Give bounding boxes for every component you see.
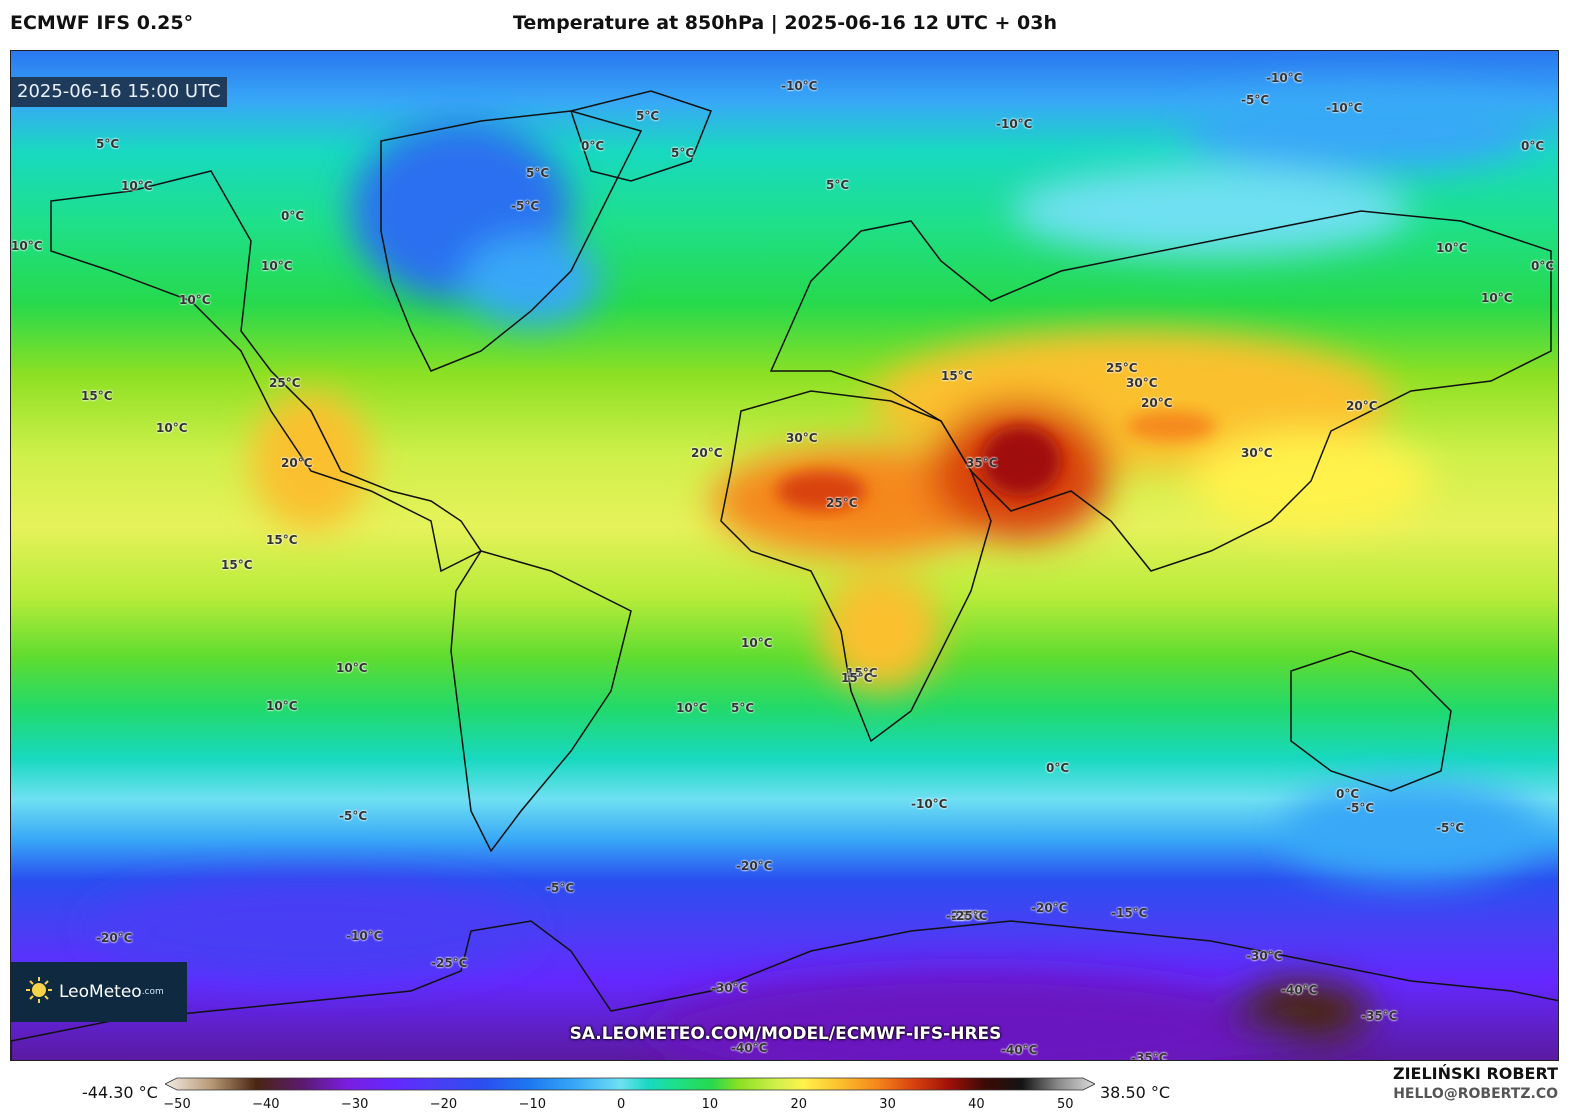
contour-label: 20°C — [1346, 399, 1378, 413]
contour-label: 10°C — [336, 661, 368, 675]
valid-time-badge: 2025-06-16 15:00 UTC — [11, 77, 227, 107]
temperature-map[interactable]: 2025-06-16 15:00 UTC -10°C -10°C -10°C -10°… — [10, 50, 1559, 1061]
contour-label: 10°C — [266, 699, 298, 713]
contour-label: 15°C — [81, 389, 113, 403]
colorbar-tick-label: −50 — [163, 1097, 191, 1112]
contour-label: 10°C — [156, 421, 188, 435]
contour-label: -5°C — [511, 199, 540, 213]
contour-label: 15°C — [841, 671, 873, 685]
contour-label: -35°C — [1131, 1051, 1168, 1061]
colorbar-tick-label: 40 — [968, 1097, 985, 1112]
author-email[interactable]: HELLO@ROBERTZ.CO — [1393, 1086, 1558, 1102]
contour-label: 30°C — [1241, 446, 1273, 460]
contour-label: -20°C — [96, 931, 133, 945]
contour-label: 5°C — [826, 178, 850, 192]
colorbar-tick-label: −20 — [429, 1097, 458, 1112]
contour-label: 10°C — [261, 259, 293, 273]
contour-label: -5°C — [339, 809, 368, 823]
contour-label: 15°C — [221, 558, 253, 572]
contour-label: -5°C — [1241, 93, 1270, 107]
contour-label: 10°C — [11, 239, 43, 253]
colorbar-tick-label: 30 — [879, 1097, 896, 1112]
colorbar-tick-label: −40 — [252, 1097, 280, 1112]
contour-label: 20°C — [691, 446, 723, 460]
contour-label: -35°C — [1361, 1009, 1398, 1023]
contour-label: 35°C — [966, 456, 998, 470]
chart-title: Temperature at 850hPa | 2025-06-16 12 UT… — [512, 12, 1058, 34]
contour-label: 5°C — [96, 137, 120, 151]
contour-label: -40°C — [1281, 983, 1318, 997]
contour-label: -20°C — [1031, 901, 1068, 915]
contour-label: 5°C — [636, 109, 660, 123]
temperature-field — [11, 51, 1558, 1060]
contour-label: 10°C — [1436, 241, 1468, 255]
contour-label: 0°C — [1336, 787, 1360, 801]
contour-label: -20°C — [736, 859, 773, 873]
contour-label: 25°C — [1106, 361, 1138, 375]
contour-label: -25°C — [946, 909, 983, 923]
contour-label: -10°C — [1266, 71, 1303, 85]
contour-label: 10°C — [121, 179, 153, 193]
contour-label: 25°C — [269, 376, 301, 390]
contour-label: -30°C — [1246, 949, 1283, 963]
source-url-watermark[interactable]: SA.LEOMETEO.COM/MODEL/ECMWF-IFS-HRES — [569, 1024, 1002, 1044]
contour-label: 10°C — [1481, 291, 1513, 305]
contour-label: -10°C — [1326, 101, 1363, 115]
colorbar-tick-label: 0 — [616, 1097, 626, 1112]
colorbar-tick-label: 10 — [701, 1097, 719, 1112]
contour-label: 0°C — [581, 139, 605, 153]
contour-label: 0°C — [1046, 761, 1070, 775]
colorbar-tick-label: −10 — [518, 1097, 546, 1112]
colorbar-tick-label: 20 — [790, 1097, 808, 1112]
contour-label: 30°C — [1126, 376, 1158, 390]
contour-label: 10°C — [676, 701, 708, 715]
contour-label: 5°C — [526, 166, 550, 180]
contour-label: 20°C — [281, 456, 313, 470]
contour-label: 20°C — [1141, 396, 1173, 410]
contour-label: -40°C — [1001, 1043, 1038, 1057]
contour-label: 15°C — [266, 533, 298, 547]
contour-label: -10°C — [996, 117, 1033, 131]
contour-label: -5°C — [1346, 801, 1375, 815]
colorbar-min-label: -44.30 °C — [82, 1083, 158, 1102]
contour-label: -25°C — [951, 909, 988, 923]
colorbar-tick-label: −30 — [340, 1097, 369, 1112]
contour-label: -25°C — [431, 956, 468, 970]
contour-label: -10°C — [781, 79, 818, 93]
colorbar-tick-label: 50 — [1056, 1097, 1074, 1112]
colorbar-max-label: 38.50 °C — [1100, 1083, 1171, 1102]
contour-label: -30°C — [711, 981, 748, 995]
contour-label: -10°C — [911, 797, 948, 811]
coastlines — [11, 90, 1558, 1060]
leometeo-logo[interactable]: LeoMeteo .com — [11, 962, 187, 1022]
contour-label: -40°C — [731, 1041, 768, 1055]
contour-label: 25°C — [826, 496, 858, 510]
colorbar — [165, 1077, 1095, 1091]
contour-label: 30°C — [786, 431, 818, 445]
contour-label: -10°C — [346, 929, 383, 943]
contour-label: 5°C — [671, 146, 695, 160]
sun-icon — [25, 976, 53, 1008]
contour-label: 15°C — [846, 666, 878, 680]
contour-label: 0°C — [1531, 259, 1555, 273]
contour-label: 5°C — [731, 701, 755, 715]
contour-label: 15°C — [941, 369, 973, 383]
logo-suffix: .com — [141, 987, 164, 997]
contour-label: 0°C — [1521, 139, 1545, 153]
contour-label: 10°C — [741, 636, 773, 650]
contour-label: 0°C — [281, 209, 305, 223]
contour-label: -5°C — [1436, 821, 1465, 835]
contour-label: -15°C — [1111, 906, 1148, 920]
logo-name: LeoMeteo — [59, 982, 142, 1002]
contour-label: -5°C — [546, 881, 575, 895]
contour-label: 10°C — [179, 293, 211, 307]
model-name: ECMWF IFS 0.25° — [10, 12, 194, 34]
author-credit: ZIELIŃSKI ROBERT — [1392, 1064, 1558, 1083]
